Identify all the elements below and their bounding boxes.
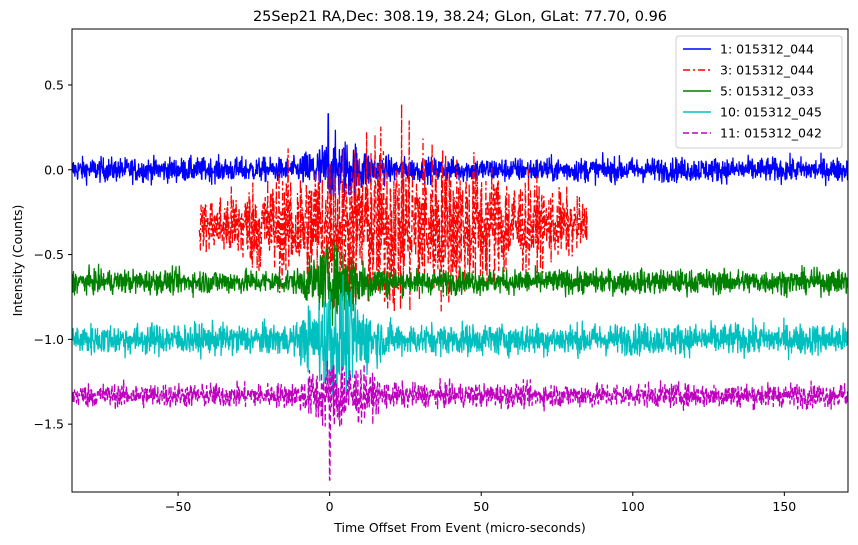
series-line-2 [198, 103, 588, 313]
y-tick-label: −0.5 [34, 247, 64, 262]
y-tick-label: 0.5 [44, 77, 64, 92]
series-line-5 [72, 360, 848, 481]
legend-box [675, 35, 843, 149]
x-tick-label: 50 [473, 499, 489, 514]
x-tick-label: 100 [621, 499, 645, 514]
x-tick-label: 150 [772, 499, 796, 514]
legend-label: 10: 015312_045 [720, 105, 822, 120]
x-tick-label: −50 [165, 499, 191, 514]
chart-title: 25Sep21 RA,Dec: 308.19, 38.24; GLon, GLa… [253, 9, 667, 25]
legend-label: 5: 015312_033 [720, 84, 814, 99]
legend-label: 3: 015312_044 [720, 63, 814, 78]
legend-label: 11: 015312_042 [720, 126, 822, 141]
y-tick-label: −1.0 [34, 332, 64, 347]
y-axis: 0.5 0.0 −0.5 −1.0 −1.5 [34, 77, 72, 432]
series-line-3 [72, 242, 848, 327]
y-tick-label: −1.5 [34, 417, 64, 432]
y-axis-title: Intensity (Counts) [10, 205, 25, 317]
series-line-4 [72, 274, 848, 406]
legend: 1: 015312_044 3: 015312_044 5: 015312_03… [675, 35, 843, 149]
x-axis-title: Time Offset From Event (micro-seconds) [333, 520, 585, 535]
x-tick-label: 0 [326, 499, 334, 514]
x-axis: −50 0 50 100 150 [165, 492, 796, 514]
plot-frame [71, 28, 849, 493]
y-tick-label: 0.0 [44, 162, 64, 177]
series-line-1 [72, 113, 848, 202]
legend-label: 1: 015312_044 [720, 42, 814, 57]
series-layer [72, 103, 848, 481]
